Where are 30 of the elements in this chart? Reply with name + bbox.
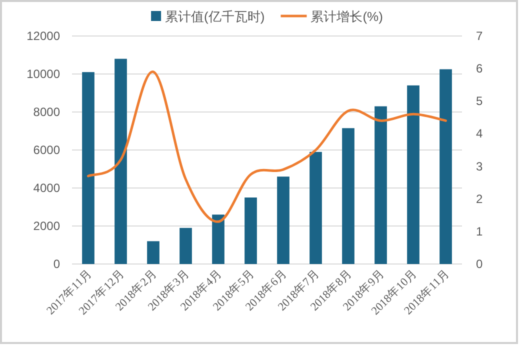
y-tick-label: 0 [53,257,60,271]
y2-tick-label: 1 [476,224,483,238]
bar [407,85,420,264]
bar [180,228,192,264]
bar [147,241,160,264]
bar [114,58,127,264]
bar [82,72,94,264]
bar [212,214,224,264]
y-tick-label: 4000 [33,181,60,195]
y-tick-label: 2000 [33,219,60,233]
bar [244,198,257,264]
legend-label: 累计增长(%) [310,9,383,24]
y-tick-label: 10000 [26,67,60,81]
y-tick-label: 8000 [33,105,60,119]
y2-tick-label: 3 [476,159,483,174]
y2-tick-label: 6 [476,62,483,76]
y2-tick-label: 7 [476,29,483,43]
legend-label: 累计值(亿千瓦时) [165,9,265,24]
y2-tick-label: 0 [476,257,483,271]
bar [440,69,452,264]
bar [342,128,354,264]
y2-tick-label: 5 [476,94,483,108]
y-tick-label: 12000 [26,29,60,43]
bar [310,152,322,264]
line-series [87,70,447,223]
bar [374,106,387,264]
bar [277,176,290,264]
y2-tick-label: 4 [476,126,483,141]
y-tick-label: 6000 [33,143,60,157]
y2-tick-label: 2 [476,192,483,206]
